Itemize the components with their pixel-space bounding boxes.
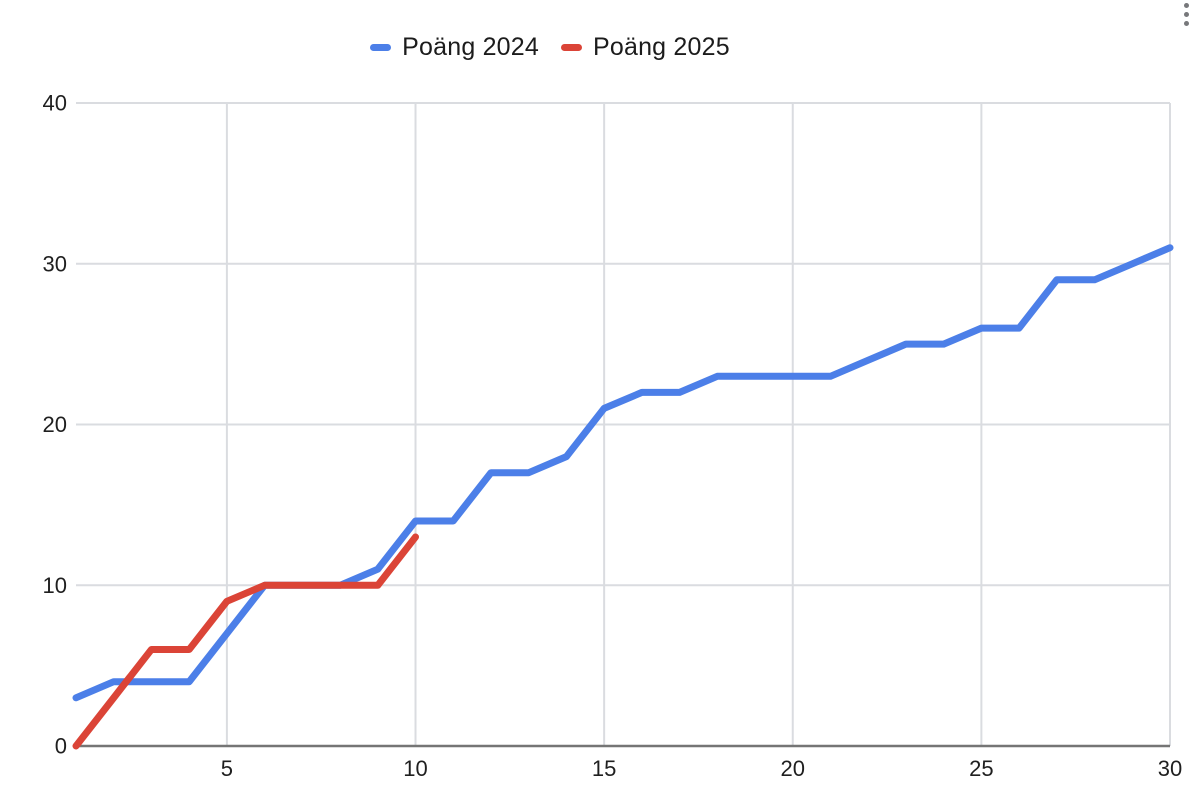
y-tick-label-20: 20	[43, 412, 67, 437]
x-tick-label-15: 15	[592, 756, 616, 781]
chart-options-menu-button[interactable]	[1176, 0, 1196, 35]
x-tick-label-30: 30	[1158, 756, 1182, 781]
kebab-dot	[1183, 12, 1189, 17]
legend-swatch-poang-2025	[561, 43, 582, 51]
legend-label-poang-2025: Poäng 2025	[593, 32, 730, 61]
y-tick-label-30: 30	[43, 251, 67, 276]
y-tick-label-40: 40	[43, 91, 67, 116]
legend-label-poang-2024: Poäng 2024	[402, 32, 539, 61]
series-line-po-ng-2025[interactable]	[72, 533, 419, 750]
legend-item-poang-2024[interactable]: Poäng 2024	[370, 33, 539, 62]
chart-legend: Poäng 2024 Poäng 2025	[0, 33, 1100, 61]
legend-item-poang-2025[interactable]: Poäng 2025	[561, 33, 730, 62]
legend-swatch-poang-2024	[370, 43, 392, 51]
series-line-po-ng-2024[interactable]	[72, 244, 1174, 702]
y-tick-label-10: 10	[43, 573, 67, 598]
kebab-dot	[1183, 3, 1189, 8]
x-tick-label-25: 25	[969, 756, 993, 781]
x-tick-label-10: 10	[403, 756, 427, 781]
kebab-dot	[1183, 21, 1189, 26]
x-tick-label-5: 5	[221, 756, 233, 781]
y-tick-label-0: 0	[55, 734, 67, 759]
x-tick-label-20: 20	[781, 756, 805, 781]
